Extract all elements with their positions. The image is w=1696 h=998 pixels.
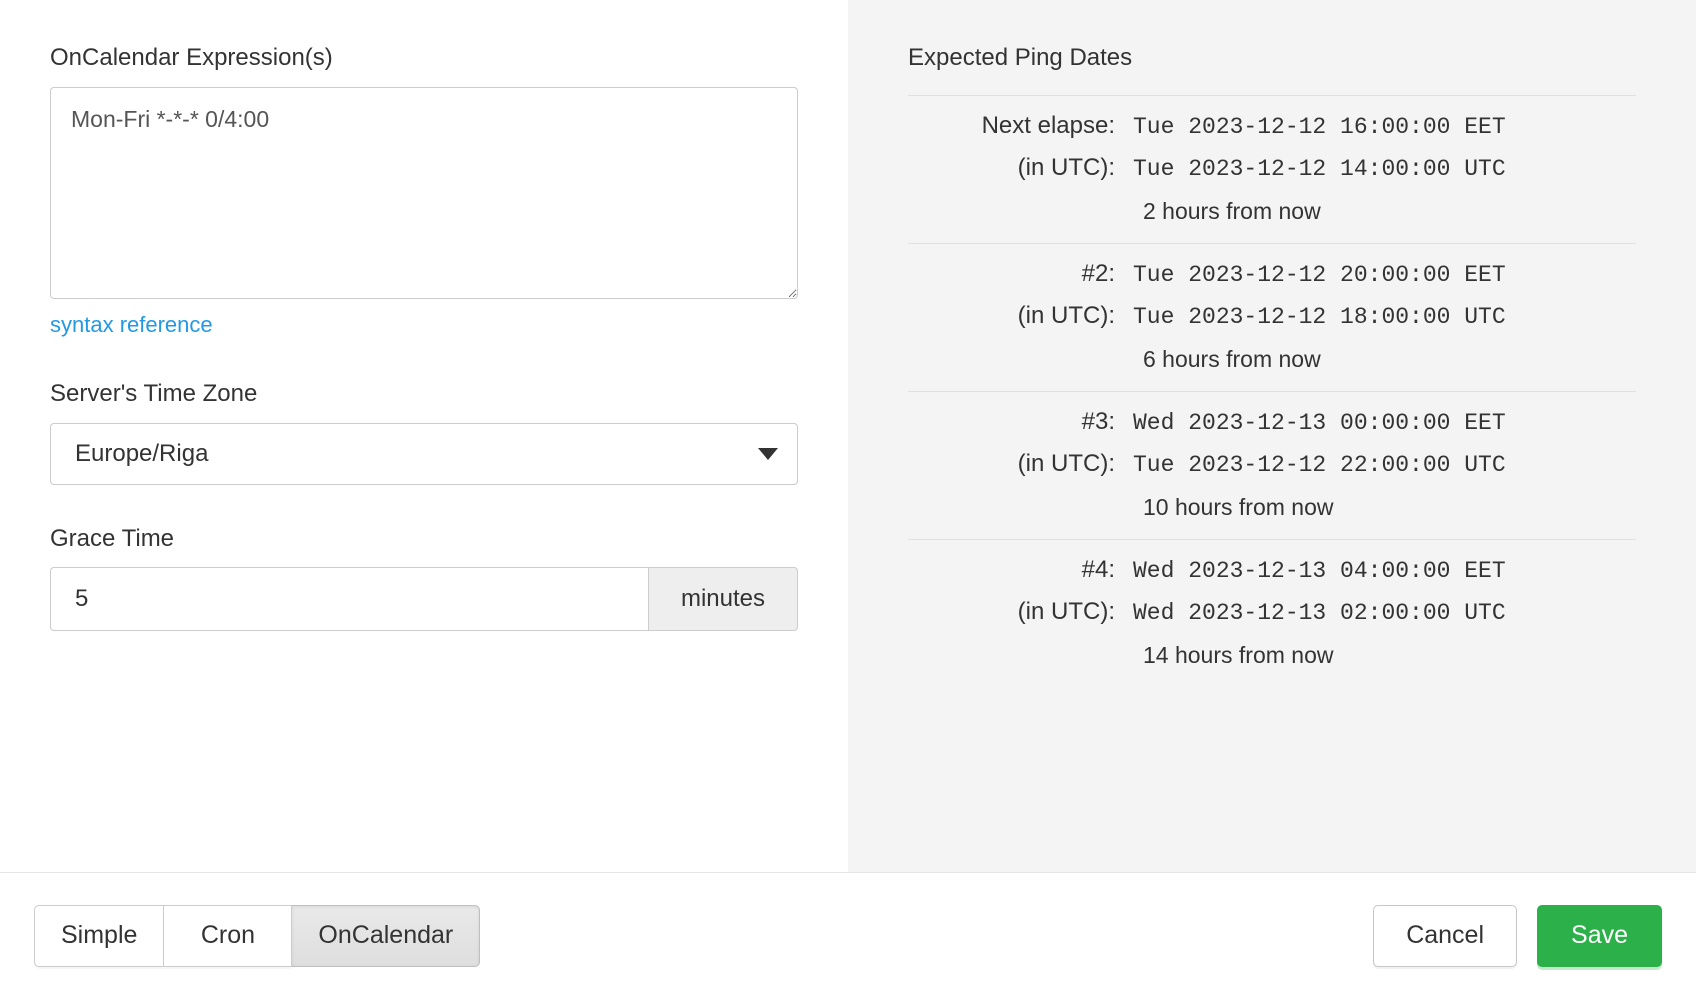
timezone-select-wrapper: Europe/Riga: [50, 422, 798, 485]
ping-date-block: Next elapse: Tue 2023-12-12 16:00:00 EET…: [908, 94, 1636, 243]
grace-time-input[interactable]: [50, 567, 648, 632]
ping-relative-row: 14 hours from now: [908, 642, 1636, 669]
cancel-button[interactable]: Cancel: [1373, 904, 1518, 967]
ping-relative-text: 14 hours from now: [1143, 641, 1334, 668]
tab-cron[interactable]: Cron: [164, 904, 293, 967]
ping-date-block: #2: Tue 2023-12-12 20:00:00 EET (in UTC)…: [908, 242, 1636, 391]
grace-time-field: Grace Time minutes: [50, 525, 848, 632]
tab-simple[interactable]: Simple: [34, 904, 165, 967]
ping-local-value: Wed 2023-12-13 04:00:00 EET: [1133, 557, 1506, 584]
ping-date-block: #4: Wed 2023-12-13 04:00:00 EET (in UTC)…: [908, 538, 1636, 687]
ping-utc-label: (in UTC):: [1017, 301, 1115, 329]
ping-relative-spacer: [908, 494, 1133, 521]
ping-label: Next elapse:: [981, 111, 1115, 139]
schedule-mode-button-group: Simple Cron OnCalendar: [34, 904, 481, 967]
footer-actions: Cancel Save: [1373, 904, 1662, 967]
ping-local-value: Tue 2023-12-12 20:00:00 EET: [1133, 261, 1506, 288]
ping-local-row: Next elapse: Tue 2023-12-12 16:00:00 EET: [908, 112, 1636, 140]
ping-relative-text: 2 hours from now: [1143, 197, 1321, 224]
timezone-select[interactable]: Europe/Riga: [50, 422, 798, 485]
ping-date-block: #3: Wed 2023-12-13 00:00:00 EET (in UTC)…: [908, 390, 1636, 539]
ping-utc-row: (in UTC): Tue 2023-12-12 18:00:00 UTC: [908, 302, 1636, 330]
ping-utc-label: (in UTC):: [1017, 153, 1115, 181]
ping-utc-row: (in UTC): Tue 2023-12-12 22:00:00 UTC: [908, 450, 1636, 478]
timezone-label: Server's Time Zone: [50, 379, 258, 407]
ping-utc-value: Tue 2023-12-12 14:00:00 UTC: [1133, 155, 1506, 182]
ping-local-row: #4: Wed 2023-12-13 04:00:00 EET: [908, 556, 1636, 584]
syntax-reference-link[interactable]: syntax reference: [50, 311, 213, 337]
expected-ping-dates-title: Expected Ping Dates: [908, 44, 1133, 71]
ping-utc-value: Tue 2023-12-12 22:00:00 UTC: [1133, 451, 1506, 478]
tab-oncalendar[interactable]: OnCalendar: [292, 904, 481, 967]
ping-utc-row: (in UTC): Wed 2023-12-13 02:00:00 UTC: [908, 598, 1636, 626]
ping-utc-value: Wed 2023-12-13 02:00:00 UTC: [1133, 599, 1506, 626]
expected-ping-dates-panel: Expected Ping Dates Next elapse: Tue 202…: [848, 0, 1696, 872]
ping-relative-spacer: [908, 346, 1133, 373]
ping-dates-list: Next elapse: Tue 2023-12-12 16:00:00 EET…: [908, 94, 1636, 687]
ping-relative-text: 6 hours from now: [1143, 345, 1321, 372]
ping-utc-value: Tue 2023-12-12 18:00:00 UTC: [1133, 303, 1506, 330]
ping-utc-row: (in UTC): Tue 2023-12-12 14:00:00 UTC: [908, 154, 1636, 182]
ping-local-row: #2: Tue 2023-12-12 20:00:00 EET: [908, 260, 1636, 288]
ping-label: #4:: [1081, 555, 1115, 583]
modal-body: OnCalendar Expression(s) syntax referenc…: [0, 0, 1696, 872]
ping-relative-text: 10 hours from now: [1143, 493, 1334, 520]
ping-relative-spacer: [908, 642, 1133, 669]
modal-footer: Simple Cron OnCalendar Cancel Save: [0, 872, 1696, 998]
schedule-form-panel: OnCalendar Expression(s) syntax referenc…: [0, 0, 848, 872]
ping-utc-label: (in UTC):: [1017, 449, 1115, 477]
save-button[interactable]: Save: [1537, 904, 1662, 967]
ping-relative-spacer: [908, 198, 1133, 225]
ping-label: #2:: [1081, 259, 1115, 287]
ping-relative-row: 10 hours from now: [908, 494, 1636, 521]
ping-local-row: #3: Wed 2023-12-13 00:00:00 EET: [908, 408, 1636, 436]
ping-utc-label: (in UTC):: [1017, 597, 1115, 625]
grace-time-unit-addon: minutes: [648, 567, 798, 632]
ping-local-value: Wed 2023-12-13 00:00:00 EET: [1133, 409, 1506, 436]
ping-label: #3:: [1081, 407, 1115, 435]
ping-local-value: Tue 2023-12-12 16:00:00 EET: [1133, 113, 1506, 140]
grace-time-label: Grace Time: [50, 524, 175, 552]
ping-relative-row: 2 hours from now: [908, 198, 1636, 225]
grace-time-input-group: minutes: [50, 567, 798, 632]
timezone-field: Server's Time Zone Europe/Riga: [50, 380, 848, 485]
oncalendar-expression-textarea[interactable]: [50, 86, 798, 299]
oncalendar-expression-label: OnCalendar Expression(s): [50, 44, 333, 71]
ping-relative-row: 6 hours from now: [908, 346, 1636, 373]
